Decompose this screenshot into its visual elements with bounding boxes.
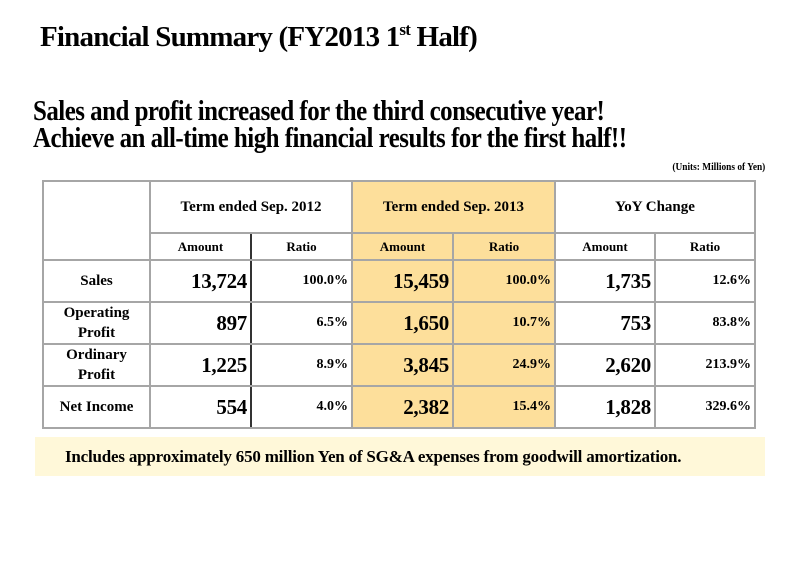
subheader-ratio-2013: Ratio <box>452 232 556 261</box>
note-box: Includes approximately 650 million Yen o… <box>35 437 765 476</box>
subheader-ratio-2012: Ratio <box>250 232 353 261</box>
cell-ratio-2012: 4.0% <box>250 385 353 429</box>
cell-amount-2012: 1,225 <box>149 343 252 387</box>
page-title: Financial Summary (FY2013 1st Half) <box>40 20 478 53</box>
table-row: Operating Profit 897 6.5% 1,650 10.7% 753 83.8% <box>42 301 756 345</box>
row-label: Operating Profit <box>42 301 151 345</box>
cell-ratio-2012: 6.5% <box>250 301 353 345</box>
cell-ratio-2012: 100.0% <box>250 259 353 303</box>
row-label-line: Profit <box>77 367 116 383</box>
cell-amount-2013: 2,382 <box>351 385 454 429</box>
row-label-line: Profit <box>77 325 116 341</box>
sub-header-row: Amount Ratio Amount Ratio Amount Ratio <box>43 232 756 261</box>
cell-ratio-2013: 100.0% <box>452 259 556 303</box>
header-2012: Term ended Sep. 2012 <box>149 180 353 234</box>
cell-amount-2012: 897 <box>149 301 252 345</box>
cell-ratio-yoy: 329.6% <box>654 385 756 429</box>
cell-ratio-2013: 24.9% <box>452 343 556 387</box>
cell-amount-2013: 15,459 <box>351 259 454 303</box>
corner-cell <box>42 180 151 261</box>
subheader-ratio-yoy: Ratio <box>654 232 756 261</box>
financial-summary-table: Term ended Sep. 2012 Term ended Sep. 201… <box>42 180 756 429</box>
headline: Sales and profit increased for the third… <box>33 95 627 154</box>
cell-amount-yoy: 1,828 <box>554 385 656 429</box>
cell-amount-2013: 3,845 <box>351 343 454 387</box>
cell-ratio-yoy: 12.6% <box>654 259 756 303</box>
cell-ratio-yoy: 213.9% <box>654 343 756 387</box>
note-text: Includes approximately 650 million Yen o… <box>65 447 682 466</box>
cell-ratio-2013: 15.4% <box>452 385 556 429</box>
headline-line-1: Sales and profit increased for the third… <box>33 95 605 127</box>
units-label: (Units: Millions of Yen) <box>672 161 765 173</box>
table-row: Ordinary Profit 1,225 8.9% 3,845 24.9% 2,620 21… <box>42 343 756 387</box>
row-label: Net Income <box>42 385 151 429</box>
row-label-line: Sales <box>80 273 113 289</box>
header-yoy: YoY Change <box>554 180 756 234</box>
subheader-amount-yoy: Amount <box>554 232 656 261</box>
subheader-amount-2012: Amount <box>149 232 252 261</box>
cell-amount-2012: 554 <box>149 385 252 429</box>
cell-amount-yoy: 2,620 <box>554 343 656 387</box>
cell-amount-yoy: 1,735 <box>554 259 656 303</box>
row-label: Sales <box>42 259 151 303</box>
period-header-row: Term ended Sep. 2012 Term ended Sep. 201… <box>42 180 756 261</box>
cell-amount-2012: 13,724 <box>149 259 252 303</box>
row-label: Ordinary Profit <box>42 343 151 387</box>
row-label-line: Net Income <box>59 399 134 415</box>
cell-amount-yoy: 753 <box>554 301 656 345</box>
table-row: Sales 13,724 100.0% 15,459 100.0% 1,735 12.6% <box>42 259 756 303</box>
cell-ratio-2013: 10.7% <box>452 301 556 345</box>
headline-line-2: Achieve an all-time high financial resul… <box>33 122 627 154</box>
cell-ratio-2012: 8.9% <box>250 343 353 387</box>
row-label-line: Operating <box>63 305 130 321</box>
cell-amount-2013: 1,650 <box>351 301 454 345</box>
subheader-amount-2013: Amount <box>351 232 454 261</box>
cell-ratio-yoy: 83.8% <box>654 301 756 345</box>
header-2013: Term ended Sep. 2013 <box>351 180 556 234</box>
table-row: Net Income 554 4.0% 2,382 15.4% 1,828 329.6% <box>42 385 756 429</box>
row-label-line: Ordinary <box>66 347 127 363</box>
